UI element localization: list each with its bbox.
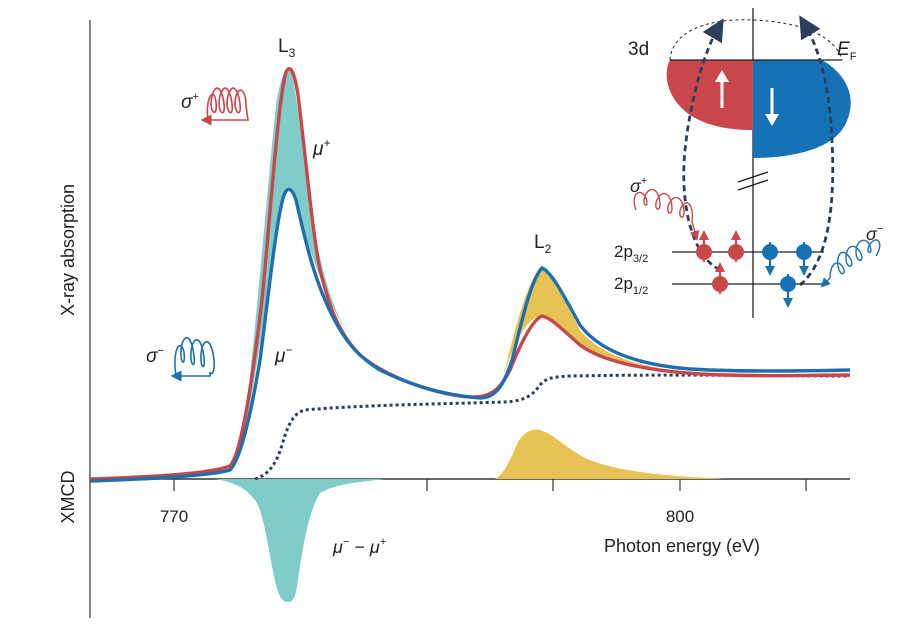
- inset-sigma-minus-helix-icon: [820, 239, 881, 288]
- spin-up-band: [666, 60, 753, 130]
- l2-dichroism-area: [502, 268, 690, 380]
- edge-step-curve: [254, 373, 851, 481]
- x-tick-label-800: 800: [666, 507, 694, 526]
- sigma-plus-label: σ+: [181, 91, 199, 113]
- core-level-label-2p12: 2p1/2: [614, 274, 648, 297]
- spin-down-arrowhead: [765, 114, 779, 126]
- l3-dichroism-area: [240, 69, 350, 452]
- y-axis-label: X-ray absorption: [58, 184, 78, 316]
- inset-sigma-plus-helix-icon: [633, 188, 700, 241]
- band-top-dashed-outline: [669, 19, 843, 61]
- inset-sigma-minus-label: σ−: [866, 223, 883, 244]
- spin-down-electrons: [762, 242, 812, 308]
- mu-plus-label: μ+: [312, 136, 330, 160]
- spin-up-arrowhead: [715, 70, 729, 82]
- xmcd-l2-positive-fill: [495, 429, 730, 479]
- x-axis-label: Photon energy (eV): [604, 536, 760, 556]
- axis-break-mark-1: [737, 171, 769, 183]
- excitation-arrow-left: [682, 18, 724, 272]
- xmcd-l3-negative-fill: [215, 479, 385, 603]
- xmcd-axis-label: XMCD: [58, 471, 78, 524]
- mu-plus-curve: [89, 67, 851, 481]
- l3-peak-label: L3: [278, 36, 296, 60]
- excitation-arrow-right: [799, 15, 835, 287]
- energy-level-inset: 3d EF 2p3/2 2p1/2: [614, 8, 883, 318]
- core-level-label-2p32: 2p3/2: [614, 242, 648, 265]
- mu-minus-label: μ−: [274, 343, 292, 367]
- difference-label: μ− − μ+: [332, 536, 387, 557]
- sigma-minus-helix-icon: [170, 336, 215, 382]
- mu-minus-curve: [89, 187, 851, 483]
- sigma-minus-label-main: σ−: [146, 345, 164, 367]
- sigma-plus-helix-icon: [200, 87, 249, 126]
- spin-down-band: [753, 60, 851, 158]
- fermi-energy-label: EF: [837, 39, 857, 63]
- inset-sigma-plus-label: σ+: [630, 175, 647, 196]
- x-tick-label-770: 770: [160, 507, 188, 526]
- spin-up-electrons: [696, 230, 744, 294]
- band-3d-label: 3d: [628, 39, 649, 60]
- l2-peak-label: L2: [534, 232, 552, 256]
- axis-break-mark-2: [737, 179, 769, 191]
